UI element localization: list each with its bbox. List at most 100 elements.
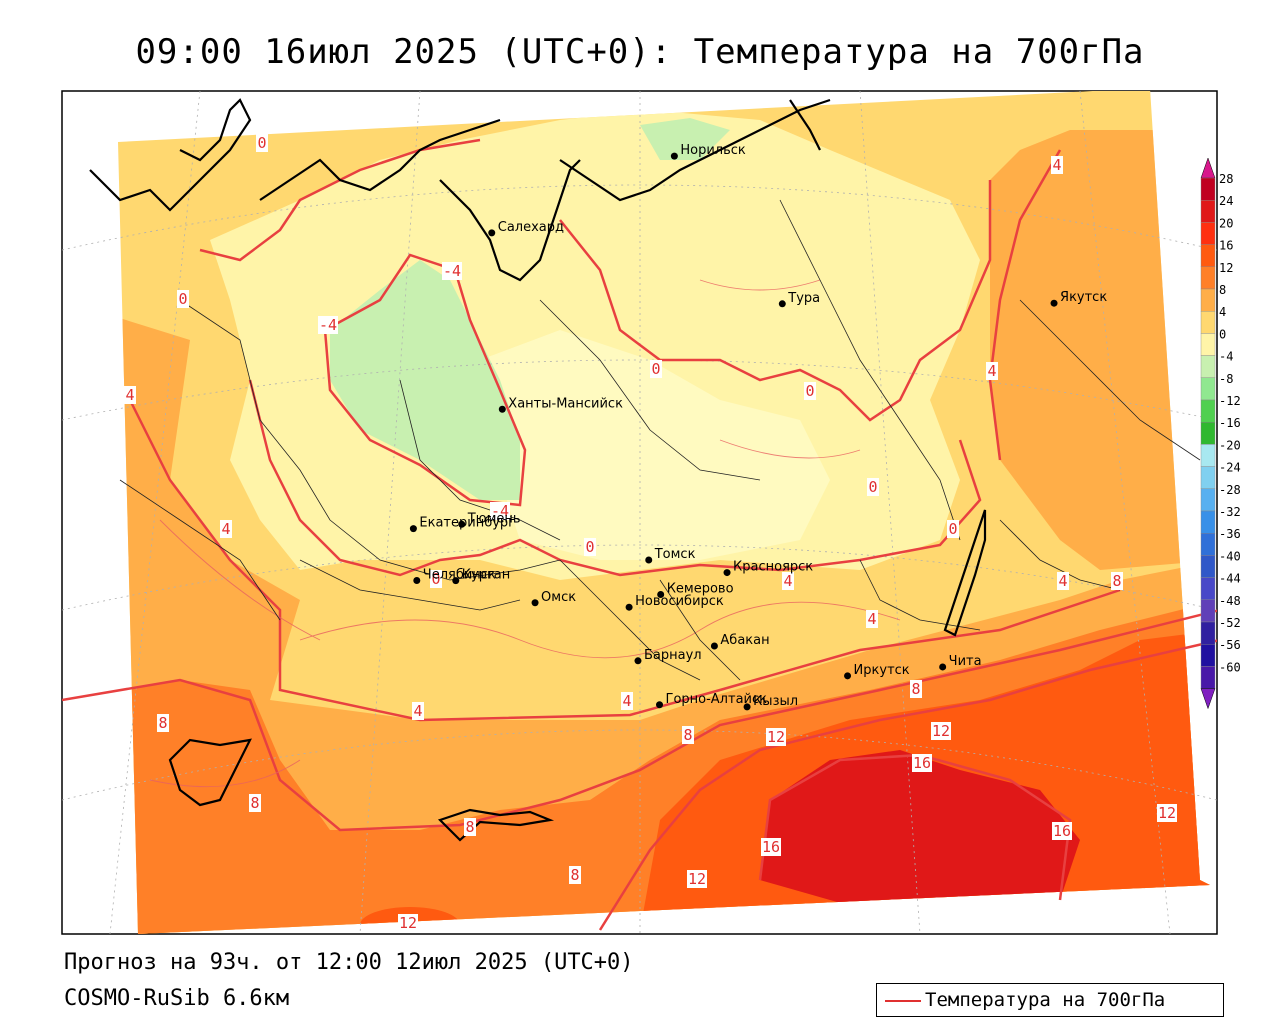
city-dot	[670, 152, 678, 160]
city-18: Иркутск	[844, 663, 910, 680]
city-12: Новосибирск	[625, 594, 724, 611]
colorbar-tick-label: -52	[1219, 616, 1241, 630]
city-label: Курган	[462, 568, 510, 583]
legend-label: Температура на 700гПа	[925, 989, 1166, 1011]
colorbar-swatch	[1200, 599, 1216, 623]
colorbar-tick-label: -32	[1219, 505, 1241, 519]
city-1: Норильск	[670, 143, 746, 160]
city-dot	[498, 405, 506, 413]
contour-label: 8	[157, 714, 169, 732]
city-14: Абакан	[710, 633, 770, 650]
colorbar-bottom-arrow	[1200, 688, 1216, 710]
colorbar-swatch	[1200, 621, 1216, 645]
city-label: Тура	[787, 291, 820, 306]
city-dot	[409, 525, 417, 533]
city-4: Ханты-Мансийск	[498, 396, 623, 413]
city-label: Кемерово	[667, 581, 734, 596]
city-6: Тюмень	[458, 511, 521, 528]
svg-text:8: 8	[683, 726, 692, 744]
contour-label: 16	[1052, 822, 1072, 840]
contour-label: 8	[682, 726, 694, 744]
contour-label: 0	[256, 134, 268, 152]
legend-line-swatch	[885, 1000, 921, 1002]
colorbar-swatch	[1200, 266, 1216, 290]
svg-text:16: 16	[1053, 822, 1071, 840]
admin-borders	[119, 199, 1201, 681]
contour-label: -4	[490, 502, 510, 520]
colorbar-tick-label: 8	[1219, 283, 1226, 297]
colorbar-swatch	[1200, 666, 1216, 689]
colorbar-tick-label: -48	[1219, 594, 1241, 608]
city-dot	[710, 642, 718, 650]
colorbar-swatch	[1200, 244, 1216, 268]
svg-text:12: 12	[767, 728, 785, 746]
city-dot	[778, 300, 786, 308]
colorbar-tick-label: 24	[1219, 194, 1233, 208]
svg-text:12: 12	[932, 722, 950, 740]
colorbar-swatch	[1200, 577, 1216, 600]
colorbar-swatch	[1200, 399, 1216, 423]
graticule	[62, 91, 1217, 934]
city-3: Тура	[778, 291, 820, 308]
cities: Якутск Норильск Салехард Тура Ханты-Мансийск…	[409, 143, 1107, 711]
colorbar-tick-label: -16	[1219, 416, 1241, 430]
contour-label: 0	[177, 290, 189, 308]
city-label: Салехард	[498, 220, 564, 235]
isotherm-4-east	[988, 149, 1062, 461]
city-dot	[531, 599, 539, 607]
contour-label: 0	[584, 538, 596, 556]
svg-text:0: 0	[868, 478, 877, 496]
colorbar-swatch	[1200, 377, 1216, 401]
city-dot	[645, 556, 653, 564]
contour-label: 8	[910, 680, 922, 698]
city-9: Омск	[531, 590, 576, 607]
city-dot	[844, 672, 852, 680]
city-0: Якутск	[1050, 290, 1107, 307]
colorbar-swatch	[1200, 444, 1216, 467]
contour-label: 4	[1057, 572, 1069, 590]
city-11: Красноярск	[723, 560, 813, 577]
city-13: Кемерово	[657, 581, 734, 598]
colorbar-swatch	[1200, 533, 1216, 556]
colorbar-tick-label: -60	[1219, 660, 1241, 674]
city-dot	[743, 703, 751, 711]
svg-text:12: 12	[399, 914, 417, 932]
city-8: Курган	[452, 568, 510, 585]
colorbar-swatch	[1200, 222, 1216, 245]
city-dot	[939, 663, 947, 671]
colorbar-tick-label: 20	[1219, 216, 1233, 230]
city-10: Томск	[645, 547, 696, 564]
svg-text:12: 12	[688, 870, 706, 888]
svg-text:0: 0	[431, 570, 440, 588]
zone-minus4-0	[330, 260, 520, 500]
colorbar-tick-label: -56	[1219, 638, 1241, 652]
city-5: Екатеринбург	[409, 516, 515, 533]
svg-text:4: 4	[783, 572, 792, 590]
colorbar-tick-label: 4	[1219, 305, 1226, 319]
city-dot	[1050, 299, 1058, 307]
forecast-info: Прогноз на 93ч. от 12:00 12июл 2025 (UTC…	[64, 950, 634, 975]
contour-label: 0	[430, 570, 442, 588]
svg-text:0: 0	[178, 290, 187, 308]
colorbar-swatch	[1200, 333, 1216, 356]
city-dot	[452, 577, 460, 585]
city-label: Новосибирск	[635, 594, 724, 609]
svg-text:12: 12	[1158, 804, 1176, 822]
temperature-field	[118, 91, 1210, 934]
colorbar-swatch	[1200, 644, 1216, 667]
colorbar-tick-label: -12	[1219, 394, 1241, 408]
city-label: Омск	[541, 590, 576, 605]
colorbar-tick-label: -44	[1219, 572, 1241, 586]
colorbar-swatch	[1200, 288, 1216, 312]
colorbar-tick-label: 28	[1219, 172, 1233, 186]
svg-text:8: 8	[158, 714, 167, 732]
contour-label: 8	[464, 818, 476, 836]
colorbar-tick-label: 0	[1219, 327, 1226, 341]
city-label: Ханты-Мансийск	[508, 396, 623, 411]
colorbar-swatch	[1200, 311, 1216, 334]
svg-text:8: 8	[570, 866, 579, 884]
colorbar-swatch	[1200, 177, 1216, 201]
svg-text:0: 0	[257, 134, 266, 152]
colorbar-swatch	[1200, 199, 1216, 223]
